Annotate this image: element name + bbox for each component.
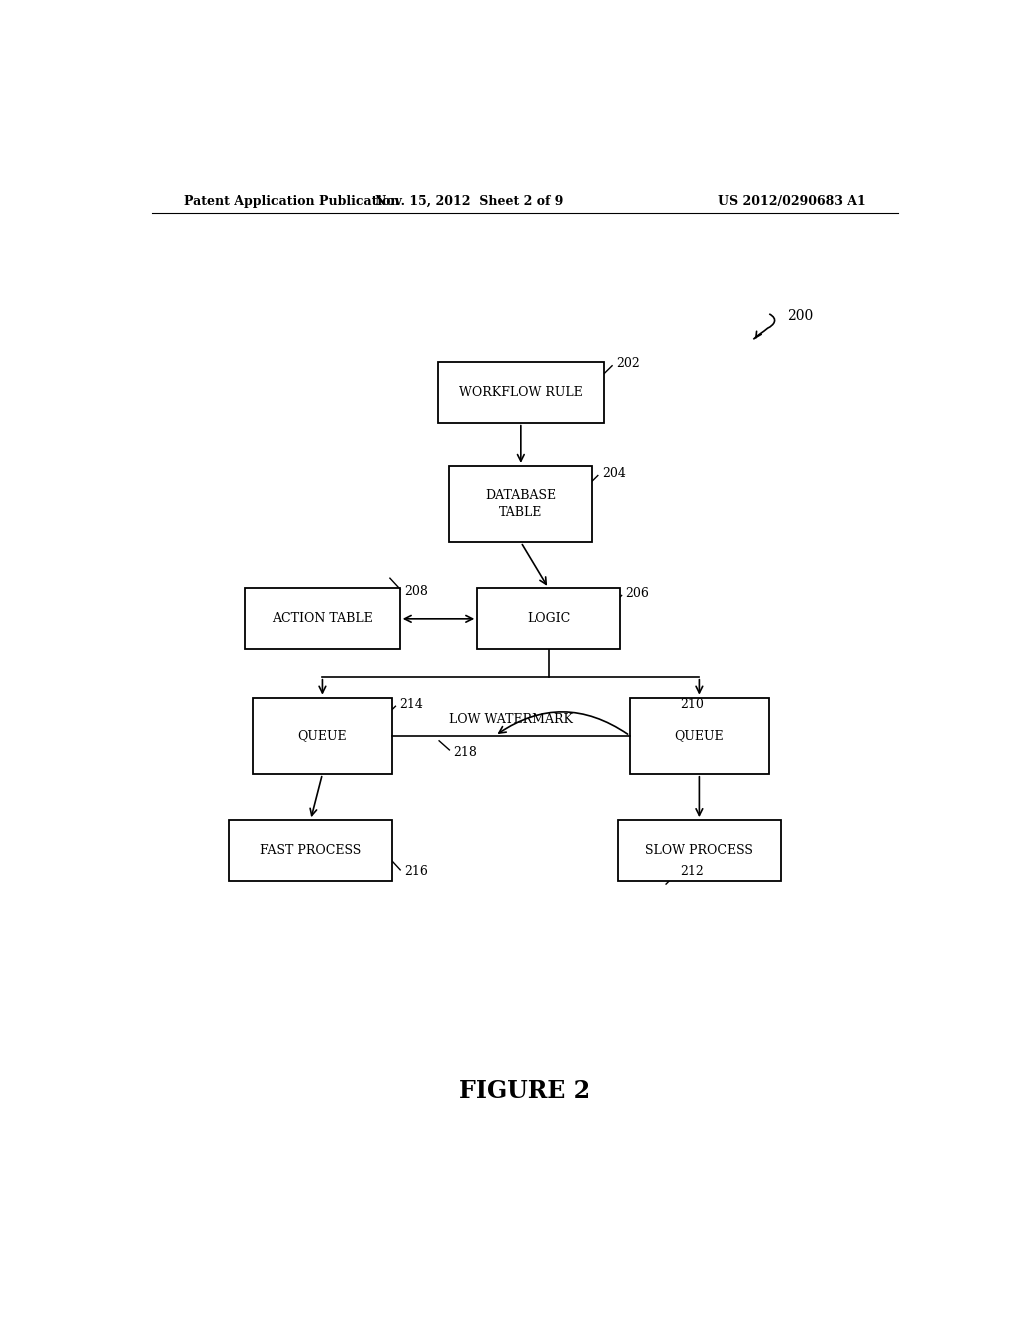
Bar [618,820,780,880]
Text: 204: 204 [602,467,626,480]
Text: Nov. 15, 2012  Sheet 2 of 9: Nov. 15, 2012 Sheet 2 of 9 [375,194,563,207]
Bar [245,589,399,649]
Text: QUEUE: QUEUE [298,729,347,742]
Text: Patent Application Publication: Patent Application Publication [183,194,399,207]
Text: 212: 212 [680,866,705,878]
Text: DATABASE
TABLE: DATABASE TABLE [485,488,556,519]
Text: QUEUE: QUEUE [675,729,724,742]
Text: 210: 210 [680,698,705,710]
Bar [437,362,604,422]
Bar [450,466,592,543]
Text: 206: 206 [626,587,649,599]
Bar [630,697,769,774]
Text: ACTION TABLE: ACTION TABLE [272,612,373,626]
Text: LOGIC: LOGIC [527,612,570,626]
Text: 214: 214 [399,698,423,710]
Text: 208: 208 [404,585,428,598]
Text: 202: 202 [616,358,640,370]
Text: FIGURE 2: FIGURE 2 [459,1080,591,1104]
Text: SLOW PROCESS: SLOW PROCESS [645,843,754,857]
Text: FAST PROCESS: FAST PROCESS [260,843,361,857]
Text: LOW WATERMARK: LOW WATERMARK [449,713,572,726]
Bar [253,697,392,774]
Text: 218: 218 [454,747,477,759]
Text: 200: 200 [786,309,813,323]
Bar [477,589,621,649]
Text: WORKFLOW RULE: WORKFLOW RULE [459,385,583,399]
Bar [229,820,392,880]
Text: US 2012/0290683 A1: US 2012/0290683 A1 [718,194,866,207]
Text: 216: 216 [404,866,428,878]
